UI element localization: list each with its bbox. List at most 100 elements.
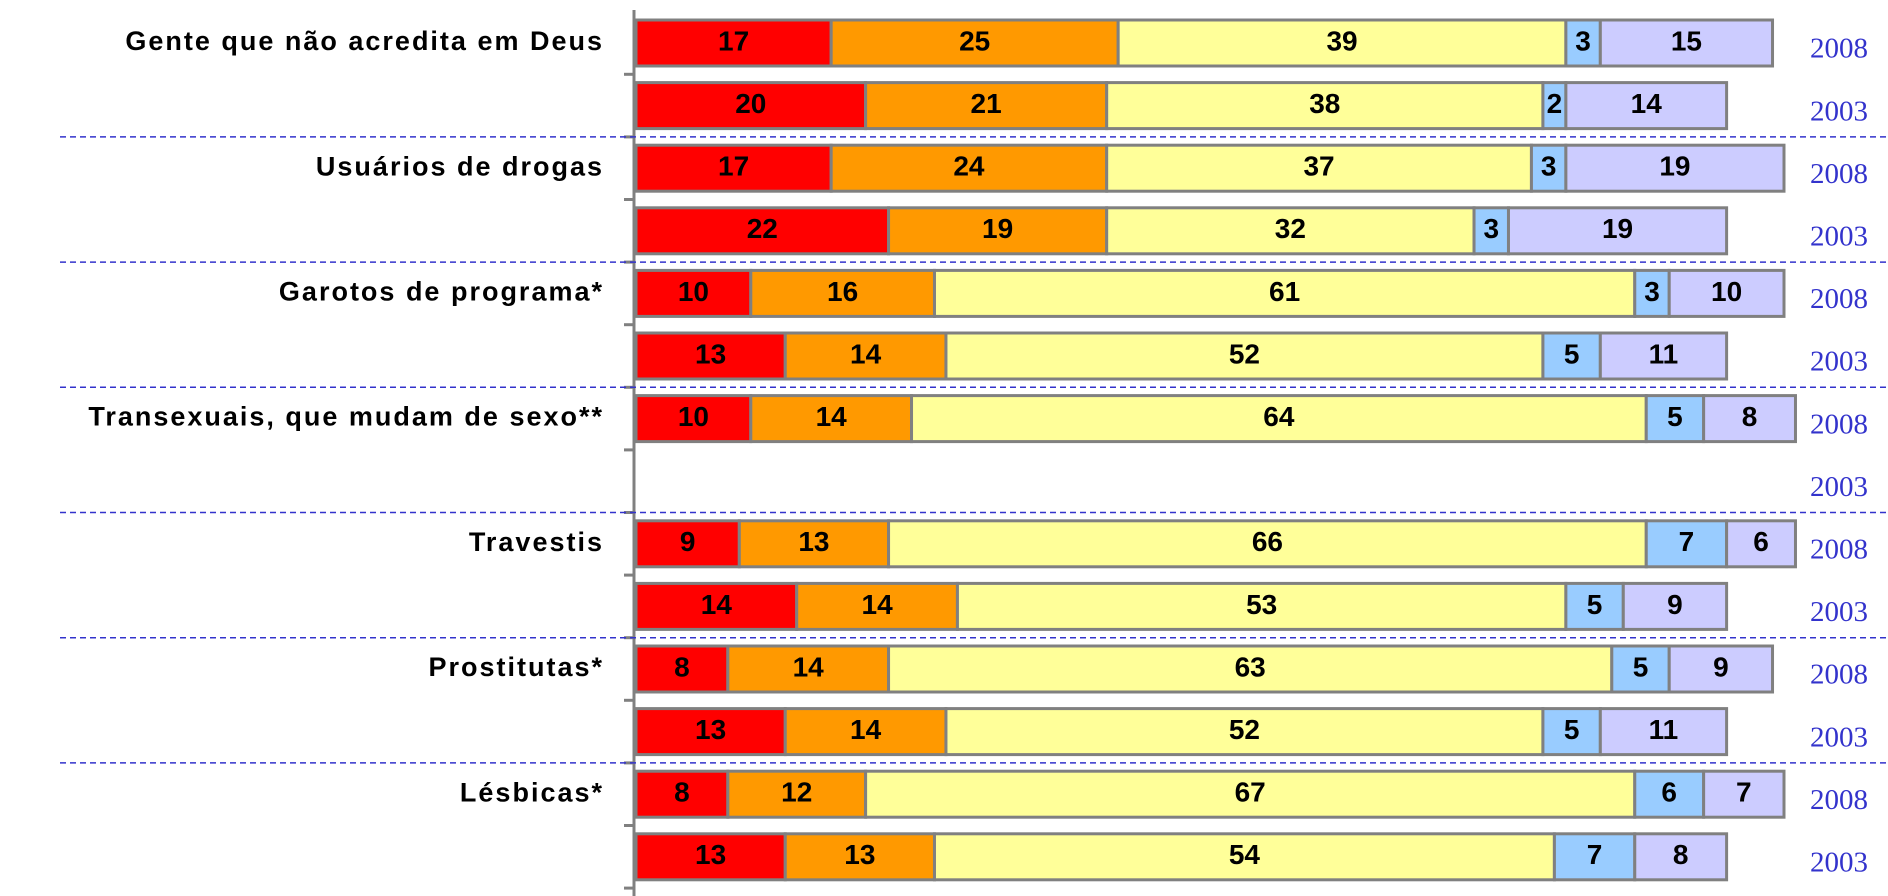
year-label: 2008 [1810,408,1868,440]
value-label: 63 [1235,651,1266,682]
bar-segment [1725,519,1797,569]
value-label: 13 [798,526,829,557]
bar-segment [1105,143,1533,193]
value-label: 13 [844,839,875,870]
value-label: 9 [680,526,696,557]
bar-segment [1598,707,1729,757]
value-label: 17 [718,151,749,182]
value-label: 3 [1541,151,1557,182]
year-label: 2003 [1810,346,1868,378]
value-label: 17 [718,25,749,56]
bar-segment [1667,268,1786,318]
bar-segment [1541,707,1602,757]
bar-segment [737,519,891,569]
category-label: Gente que não acredita em Deus [125,26,604,56]
value-label: 11 [1649,338,1679,369]
year-label: 2003 [1810,95,1868,127]
value-label: 3 [1575,25,1591,56]
value-label: 6 [1753,526,1769,557]
year-label: 2003 [1810,596,1868,628]
year-label: 2003 [1810,846,1868,878]
year-label: 2003 [1810,220,1868,252]
value-label: 10 [678,276,709,307]
value-label: 3 [1644,276,1660,307]
category-label: Garotos de programa* [279,277,604,307]
bar-segment [1598,331,1729,381]
bar-segment [1564,81,1729,131]
value-label: 5 [1564,338,1580,369]
value-label: 5 [1564,714,1580,745]
value-label: 54 [1229,839,1261,870]
bar-segment [932,268,1637,318]
value-label: 2 [1547,88,1563,119]
bar-segment [726,769,868,819]
category-label: Prostitutas* [428,652,604,682]
value-label: 12 [781,777,812,808]
bar-segment [1598,18,1775,68]
bar-segment [887,644,1614,694]
value-label: 38 [1309,88,1340,119]
value-label: 37 [1303,151,1334,182]
bar-segment [1702,769,1786,819]
value-label: 16 [827,276,858,307]
value-label: 22 [747,213,778,244]
bar-segment [1644,519,1729,569]
value-label: 3 [1483,213,1499,244]
value-label: 39 [1326,25,1357,56]
value-label: 8 [1742,401,1758,432]
bar-segment [634,832,787,882]
value-label: 14 [793,651,825,682]
value-label: 53 [1246,589,1277,620]
bar-segment [634,707,787,757]
value-label: 9 [1713,651,1729,682]
value-label: 66 [1252,526,1283,557]
value-label: 11 [1649,714,1679,745]
year-label: 2003 [1810,471,1868,503]
value-label: 7 [1679,526,1695,557]
bar-segment [726,644,891,694]
value-label: 5 [1667,401,1683,432]
value-label: 8 [674,777,690,808]
bar-segment [634,268,753,318]
value-label: 5 [1587,589,1603,620]
category-label: Lésbicas* [460,777,604,807]
value-label: 14 [1631,88,1663,119]
bar-segment [829,143,1109,193]
year-label: 2008 [1810,659,1868,691]
value-label: 20 [735,88,766,119]
value-label: 13 [695,714,726,745]
value-label: 61 [1269,276,1300,307]
value-label: 14 [816,401,848,432]
bar-segment [1633,268,1671,318]
category-label: Transexuais, que mudam de sexo** [88,402,604,432]
bar-segment [1105,206,1476,256]
bar-segment [749,268,936,318]
bar-segment [783,331,948,381]
bar-segment [749,394,914,444]
bar-segment [944,707,1545,757]
bar-segment [634,519,741,569]
value-label: 25 [959,25,990,56]
bar-segment [1633,832,1729,882]
value-label: 14 [862,589,894,620]
value-label: 14 [701,589,733,620]
bar-segment [955,581,1568,631]
value-label: 8 [1673,839,1689,870]
value-label: 64 [1263,401,1295,432]
bar-segment [1529,143,1568,193]
bar-segment [887,206,1109,256]
bar-segment [932,832,1556,882]
value-label: 19 [1602,213,1633,244]
bar-segment [1644,394,1706,444]
value-label: 9 [1667,589,1683,620]
value-label: 24 [953,151,985,182]
bar-segment [1472,206,1510,256]
bar-segment [1506,206,1729,256]
value-label: 7 [1736,777,1752,808]
year-label: 2008 [1810,33,1868,65]
value-label: 52 [1229,338,1260,369]
bar-segment [1116,18,1568,68]
value-label: 21 [971,88,1002,119]
year-label: 2008 [1810,784,1868,816]
value-label: 19 [1659,151,1690,182]
